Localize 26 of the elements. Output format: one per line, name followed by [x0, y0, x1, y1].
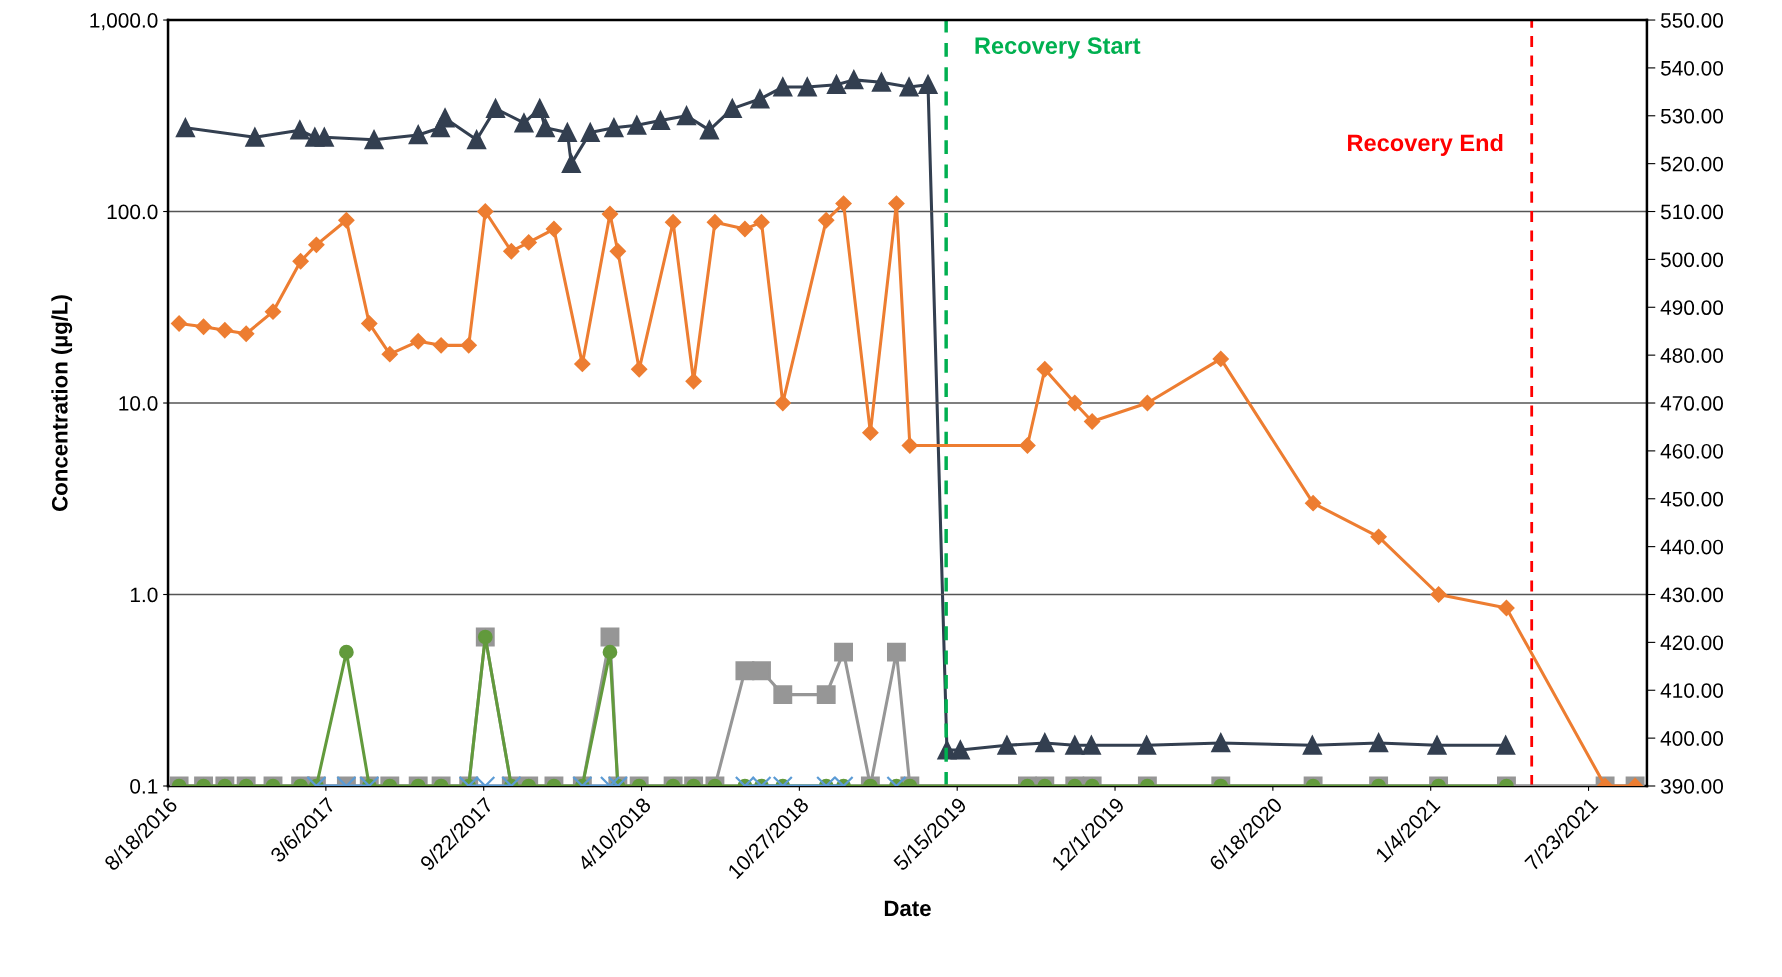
y2-tick-label: 470.00 — [1660, 396, 1724, 411]
y-tick-label: 1.0 — [130, 587, 158, 603]
y2-tick-label: 460.00 — [1660, 443, 1724, 459]
y2-tick-label: 490.00 — [1660, 300, 1724, 316]
y2-tick-label: 440.00 — [1660, 539, 1724, 555]
y2-tick-label: 410.00 — [1660, 683, 1724, 698]
y-tick-label: 10.0 — [119, 396, 158, 411]
y-axis-title: Concentration (µg/L) — [51, 295, 73, 511]
y2-tick-label: 520.00 — [1660, 156, 1724, 172]
y-tick-label: 1,000.0 — [90, 13, 158, 31]
y2-tick-label: 450.00 — [1660, 491, 1724, 507]
y2-tick-label: 550.00 — [1660, 13, 1724, 28]
y-tick-label: 0.1 — [130, 779, 158, 794]
ref-line-label: Recovery End — [1348, 133, 1503, 156]
y2-tick-label: 400.00 — [1660, 731, 1724, 746]
y2-tick-label: 420.00 — [1660, 635, 1724, 651]
x-axis-title: Date — [884, 900, 931, 917]
y2-tick-label: 430.00 — [1660, 587, 1724, 603]
y2-tick-label: 530.00 — [1660, 108, 1724, 124]
y2-tick-label: 510.00 — [1660, 204, 1724, 220]
ref-line-label: Recovery Start — [975, 37, 1141, 59]
y-tick-label: 100.0 — [107, 204, 158, 220]
y2-tick-label: 540.00 — [1660, 60, 1724, 76]
y2-tick-label: 500.00 — [1660, 252, 1724, 268]
y2-tick-label: 390.00 — [1660, 779, 1724, 794]
y2-tick-label: 480.00 — [1660, 348, 1724, 363]
